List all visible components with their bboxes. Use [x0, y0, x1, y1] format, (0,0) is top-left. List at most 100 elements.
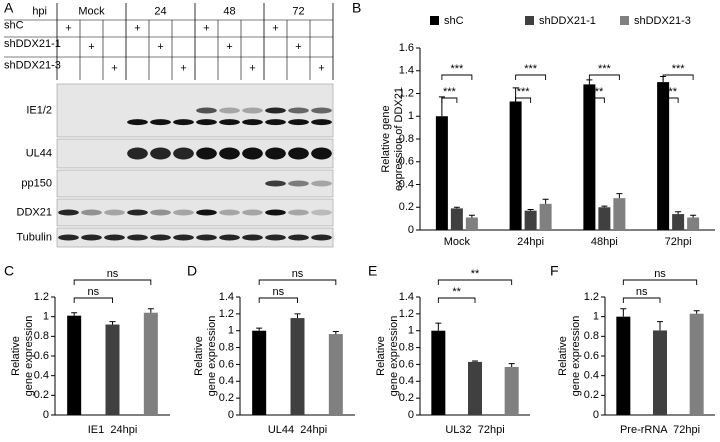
error-bar — [147, 308, 154, 313]
plus-mark: + — [111, 62, 117, 74]
legend-label: shDDX21-3 — [634, 15, 691, 27]
error-bar — [616, 193, 623, 199]
bar — [613, 198, 626, 230]
sig-bracket — [662, 97, 679, 103]
y-axis-label: expression of DDX21 — [393, 87, 405, 191]
blot-strip — [56, 227, 334, 248]
plus-mark: + — [134, 22, 140, 34]
blot-band — [219, 209, 240, 216]
blot-band — [311, 147, 332, 160]
blot-band — [311, 119, 332, 126]
blot-band — [265, 209, 286, 216]
bar — [252, 330, 267, 415]
blot-strip — [56, 169, 334, 198]
y-tick-label: 0.4 — [219, 375, 234, 387]
sig-bracket — [441, 97, 458, 103]
y-tick-label: 0.6 — [584, 350, 599, 362]
y-axis-label: gene expression — [206, 316, 218, 397]
x-axis-label: UL44 24hpi — [268, 424, 327, 436]
blot-band — [311, 107, 332, 114]
legend-swatch — [430, 16, 439, 25]
error-bar — [508, 363, 515, 367]
error-bar — [256, 327, 263, 331]
x-tick-label: 48hpi — [591, 236, 618, 248]
sig-bracket — [437, 279, 513, 285]
blot-band — [265, 147, 286, 160]
plus-mark: + — [203, 22, 209, 34]
blot-band — [196, 119, 217, 126]
header-title: hpi — [32, 5, 47, 17]
y-tick-label: 1 — [593, 311, 599, 323]
sig-bracket — [437, 297, 476, 303]
band-label: Tubulin — [16, 231, 52, 243]
blot-band — [81, 209, 102, 216]
y-tick-label: 1.2 — [34, 291, 49, 303]
blot-band — [104, 234, 125, 241]
sig-label: ns — [273, 286, 285, 298]
y-tick-label: 0.4 — [34, 370, 49, 382]
blot-band — [173, 209, 194, 216]
y-tick-label: 0.2 — [399, 392, 414, 404]
group-label: 48 — [223, 5, 235, 17]
bar — [524, 210, 537, 230]
bar — [657, 82, 670, 230]
bar — [509, 101, 522, 231]
sig-bracket — [588, 97, 605, 103]
plus-mark: + — [157, 41, 163, 53]
blot-band — [150, 147, 171, 160]
plus-mark: + — [249, 62, 255, 74]
plus-mark: + — [88, 41, 94, 53]
blot-band — [127, 209, 148, 216]
bar — [67, 315, 82, 415]
y-tick-label: 0.8 — [584, 330, 599, 342]
bar — [653, 330, 667, 415]
sig-bracket — [441, 74, 473, 80]
y-tick-label: 0.2 — [34, 389, 49, 401]
y-tick-label: 0 — [228, 409, 234, 421]
sig-label: *** — [524, 63, 538, 75]
y-tick-label: 1.4 — [219, 291, 234, 303]
blot-band — [127, 147, 148, 160]
x-tick-label: 72hpi — [665, 236, 692, 248]
sig-label: ** — [471, 268, 480, 280]
sig-label: *** — [450, 63, 464, 75]
blot-band — [150, 209, 171, 216]
bar — [672, 214, 685, 230]
y-tick-label: 0.4 — [399, 178, 414, 190]
bar — [687, 217, 700, 230]
legend-label: shDDX21-1 — [539, 15, 596, 27]
y-tick-label: 1.2 — [219, 308, 234, 320]
y-tick-label: 0.6 — [34, 350, 49, 362]
sig-bracket — [662, 74, 694, 80]
band-label: IE1/2 — [26, 104, 52, 116]
plus-mark: + — [180, 62, 186, 74]
y-axis-label: gene expression — [388, 316, 400, 397]
band-label: UL44 — [26, 147, 52, 159]
y-axis-label: Relative — [10, 336, 22, 376]
y-tick-label: 0 — [43, 409, 49, 421]
blot-band — [242, 107, 263, 114]
blot-band — [58, 234, 79, 241]
bar — [431, 330, 446, 415]
panel-label: C — [4, 263, 14, 279]
bar — [450, 208, 463, 230]
sig-bracket — [258, 297, 298, 303]
bar — [143, 312, 158, 415]
plus-mark: + — [226, 41, 232, 53]
sig-label: ns — [636, 286, 648, 298]
error-bar — [472, 360, 478, 362]
x-tick-label: 24hpi — [517, 236, 544, 248]
blot-band — [219, 119, 240, 126]
y-tick-label: 1.2 — [399, 87, 414, 99]
sig-label: ns — [292, 268, 304, 280]
y-axis-label: Relative gene — [380, 105, 392, 172]
blot-band — [265, 119, 286, 126]
y-tick-label: 0.6 — [219, 358, 234, 370]
sig-label: *** — [443, 86, 457, 98]
blot-band — [242, 119, 263, 126]
x-axis-label: Pre-rRNA 72hpi — [620, 424, 700, 436]
blot-band — [265, 107, 286, 114]
y-tick-label: 0 — [408, 224, 414, 236]
error-bar — [620, 308, 627, 317]
bar — [616, 316, 631, 415]
